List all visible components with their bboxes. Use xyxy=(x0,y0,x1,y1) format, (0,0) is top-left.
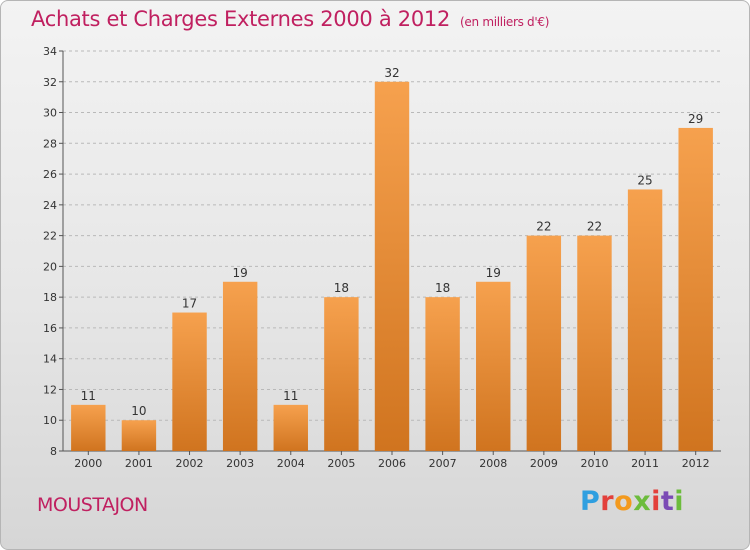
logo-letter: r xyxy=(600,486,615,517)
bar-value-label: 22 xyxy=(587,220,602,234)
bar xyxy=(577,235,612,451)
x-tick-label: 2002 xyxy=(176,457,204,470)
bar xyxy=(374,81,410,452)
proxiti-logo[interactable]: Proxiti xyxy=(580,486,684,517)
bar xyxy=(425,297,460,451)
y-tick-label: 18 xyxy=(43,291,57,304)
y-tick-label: 8 xyxy=(50,445,57,458)
x-tick-label: 2008 xyxy=(479,457,507,470)
bar xyxy=(71,404,106,451)
bar-value-label: 18 xyxy=(435,281,450,295)
y-tick-label: 26 xyxy=(43,168,57,181)
x-tick-label: 2001 xyxy=(125,457,153,470)
logo-letter: i xyxy=(674,486,685,517)
x-tick-label: 2011 xyxy=(631,457,659,470)
x-tick-label: 2007 xyxy=(429,457,457,470)
chart-subtitle: (en milliers d'€) xyxy=(460,15,550,29)
x-tick-label: 2010 xyxy=(580,457,608,470)
y-tick-label: 34 xyxy=(43,45,57,58)
bar-value-label: 19 xyxy=(233,266,248,280)
y-tick-label: 14 xyxy=(43,353,57,366)
y-tick-label: 12 xyxy=(43,383,57,396)
y-tick-label: 30 xyxy=(43,107,57,120)
x-tick-label: 2003 xyxy=(226,457,254,470)
x-tick-label: 2005 xyxy=(327,457,355,470)
bar-value-label: 11 xyxy=(81,389,96,403)
chart-title: Achats et Charges Externes 2000 à 2012 (e… xyxy=(31,7,549,31)
y-tick-label: 16 xyxy=(43,322,57,335)
logo-letter: P xyxy=(580,486,601,517)
bar xyxy=(476,281,511,451)
bars xyxy=(71,81,713,452)
bar xyxy=(273,404,308,451)
bar xyxy=(324,297,359,451)
y-tick-label: 22 xyxy=(43,230,57,243)
bar-value-label: 29 xyxy=(688,112,703,126)
y-tick-label: 32 xyxy=(43,76,57,89)
y-tick-label: 28 xyxy=(43,137,57,150)
bar-value-label: 17 xyxy=(182,297,197,311)
x-tick-label: 2012 xyxy=(682,457,710,470)
bar xyxy=(222,281,258,451)
bar-value-label: 32 xyxy=(384,66,399,80)
y-tick-label: 20 xyxy=(43,260,57,273)
logo-letter: x xyxy=(633,486,652,517)
x-tick-label: 2004 xyxy=(277,457,305,470)
axes: 8 10 12 14 16 18 20 22 24 26 28 30 32 34 2000 2001 2002 2… xyxy=(43,45,721,470)
bar xyxy=(121,420,157,451)
bar-value-label: 19 xyxy=(486,266,501,280)
bar-value-label: 10 xyxy=(131,404,146,418)
y-tick-label: 10 xyxy=(43,414,57,427)
x-tick-label: 2006 xyxy=(378,457,406,470)
bar xyxy=(678,127,713,451)
data-labels: 11 10 17 19 11 18 32 18 19 22 22 25 29 xyxy=(81,66,704,418)
logo-letter: o xyxy=(614,486,634,517)
logo-letter: t xyxy=(660,486,675,517)
bar xyxy=(627,189,663,451)
x-tick-label: 2009 xyxy=(530,457,558,470)
logo-letter: i xyxy=(651,486,661,517)
bar xyxy=(526,235,562,451)
bar-value-label: 22 xyxy=(536,220,551,234)
x-tick-label: 2000 xyxy=(74,457,102,470)
chart-title-text: Achats et Charges Externes 2000 à 2012 xyxy=(31,7,451,31)
y-tick-label: 24 xyxy=(43,199,57,212)
bar-value-label: 18 xyxy=(334,281,349,295)
bar-value-label: 11 xyxy=(283,389,298,403)
bar xyxy=(172,312,207,451)
commune-name: MOUSTAJON xyxy=(37,494,148,516)
bar-value-label: 25 xyxy=(637,173,652,187)
